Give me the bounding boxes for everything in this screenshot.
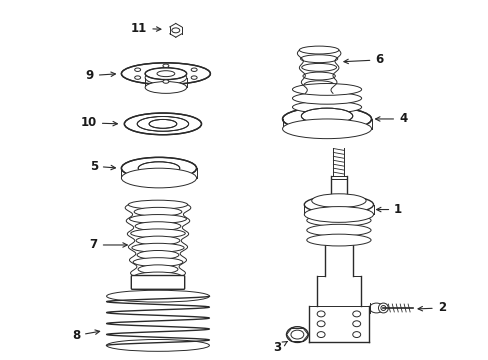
Ellipse shape xyxy=(301,63,336,71)
Ellipse shape xyxy=(369,303,383,313)
Ellipse shape xyxy=(129,215,186,224)
Ellipse shape xyxy=(163,80,168,83)
Ellipse shape xyxy=(305,89,332,97)
Ellipse shape xyxy=(106,290,209,302)
Ellipse shape xyxy=(317,332,325,338)
Ellipse shape xyxy=(317,311,325,317)
Ellipse shape xyxy=(106,339,209,351)
Ellipse shape xyxy=(301,108,352,124)
Text: 6: 6 xyxy=(343,53,383,66)
Ellipse shape xyxy=(352,332,360,338)
Text: 9: 9 xyxy=(85,69,115,82)
Ellipse shape xyxy=(292,84,361,95)
Ellipse shape xyxy=(137,117,188,131)
Ellipse shape xyxy=(124,113,201,135)
Text: 3: 3 xyxy=(273,341,286,354)
Ellipse shape xyxy=(191,68,197,71)
Text: 4: 4 xyxy=(375,112,407,125)
Ellipse shape xyxy=(130,229,185,238)
Ellipse shape xyxy=(352,321,360,327)
Ellipse shape xyxy=(191,76,197,79)
Text: 7: 7 xyxy=(89,238,127,252)
Ellipse shape xyxy=(134,207,182,216)
FancyBboxPatch shape xyxy=(330,176,346,179)
Ellipse shape xyxy=(290,330,303,339)
Ellipse shape xyxy=(132,243,183,252)
Ellipse shape xyxy=(304,207,373,222)
Ellipse shape xyxy=(145,82,186,93)
Ellipse shape xyxy=(304,196,373,213)
Ellipse shape xyxy=(121,168,196,188)
Ellipse shape xyxy=(306,234,370,246)
Ellipse shape xyxy=(300,55,337,63)
Ellipse shape xyxy=(134,76,141,79)
Ellipse shape xyxy=(134,68,141,71)
Ellipse shape xyxy=(302,72,335,80)
Text: 11: 11 xyxy=(131,22,161,35)
Ellipse shape xyxy=(134,272,182,281)
Ellipse shape xyxy=(304,81,333,89)
Ellipse shape xyxy=(128,200,187,209)
Text: 2: 2 xyxy=(417,301,445,315)
Text: 1: 1 xyxy=(376,203,402,216)
Ellipse shape xyxy=(138,162,180,175)
FancyBboxPatch shape xyxy=(131,275,184,289)
Text: 10: 10 xyxy=(81,116,117,129)
Ellipse shape xyxy=(121,63,210,85)
Ellipse shape xyxy=(135,222,181,231)
Ellipse shape xyxy=(121,157,196,179)
Ellipse shape xyxy=(286,327,307,342)
Text: 5: 5 xyxy=(89,160,115,173)
Ellipse shape xyxy=(137,251,179,259)
Ellipse shape xyxy=(306,215,370,226)
Text: 8: 8 xyxy=(72,329,100,342)
Ellipse shape xyxy=(136,236,180,245)
Ellipse shape xyxy=(292,101,361,113)
Ellipse shape xyxy=(145,68,186,80)
Ellipse shape xyxy=(133,258,183,266)
Ellipse shape xyxy=(282,119,371,139)
Ellipse shape xyxy=(145,71,186,85)
Ellipse shape xyxy=(163,64,168,68)
Ellipse shape xyxy=(138,265,178,274)
Ellipse shape xyxy=(378,303,387,313)
Ellipse shape xyxy=(282,107,371,131)
Ellipse shape xyxy=(317,321,325,327)
Ellipse shape xyxy=(157,71,174,77)
Ellipse shape xyxy=(380,306,385,310)
Ellipse shape xyxy=(149,120,177,128)
Ellipse shape xyxy=(299,46,338,54)
Ellipse shape xyxy=(306,224,370,236)
Ellipse shape xyxy=(311,194,366,208)
Ellipse shape xyxy=(352,311,360,317)
Ellipse shape xyxy=(292,93,361,104)
